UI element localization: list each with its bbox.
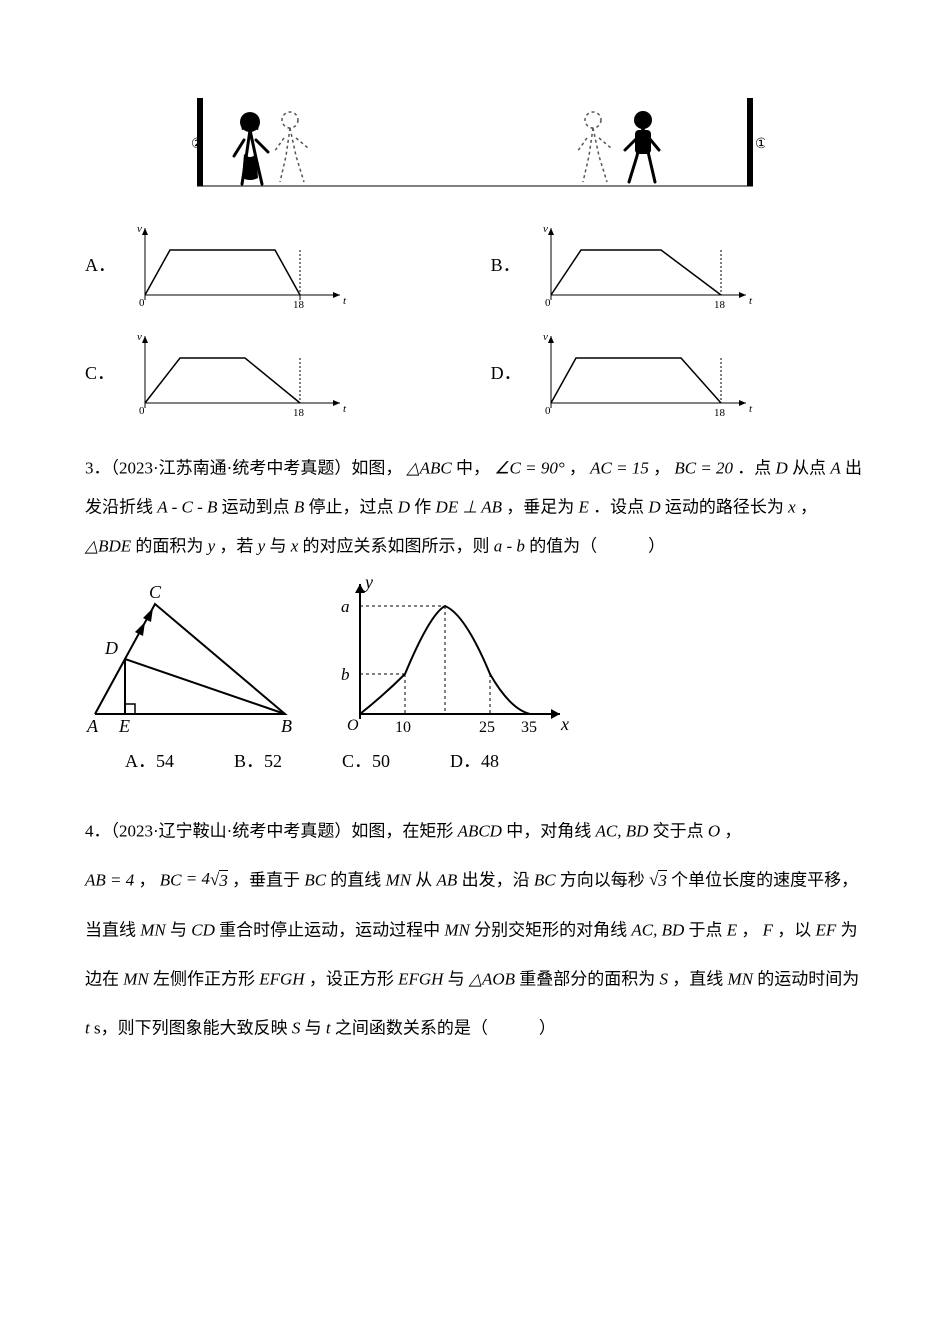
svg-text:x: x	[560, 714, 569, 734]
option-b: B． 0 v t 18	[491, 220, 865, 310]
options-row-cd: C． 0 v t 18 D． 0 v	[85, 328, 865, 418]
svg-text:25: 25	[479, 719, 495, 736]
svg-text:0: 0	[139, 297, 145, 309]
option-c: C． 0 v t 18	[85, 328, 459, 418]
svg-text:a: a	[341, 597, 350, 616]
svg-text:18: 18	[714, 299, 726, 310]
svg-text:t: t	[749, 295, 753, 307]
q4-prefix: 4．（2023·辽宁鞍山·统考中考真题）如图，在矩形	[85, 821, 453, 840]
q3-tri: △ABC	[407, 458, 452, 477]
q3-prefix: 3．（2023·江苏南通·统考中考真题）如图，	[85, 458, 402, 477]
option-a: A． 0 v t 18	[85, 220, 459, 310]
svg-text:18: 18	[714, 407, 726, 418]
option-b-label: B．	[491, 251, 523, 280]
option-a-label: A．	[85, 251, 117, 280]
q3-answer-a: A．54	[125, 747, 174, 776]
svg-text:v: v	[543, 223, 548, 235]
options-row-ab: A． 0 v t 18 B．	[85, 220, 865, 310]
svg-text:35: 35	[521, 719, 537, 736]
svg-text:B: B	[281, 716, 292, 736]
graph-d: 0 v t 18	[531, 328, 761, 418]
q4-bc: BC = 4√3	[160, 869, 228, 888]
svg-text:D: D	[104, 638, 118, 658]
svg-text:v: v	[543, 331, 548, 343]
scene-illustration: ② ①	[85, 90, 865, 200]
option-d: D． 0 v t 18	[491, 328, 865, 418]
q4-sqrt3: √3	[649, 870, 667, 889]
graph-c: 0 v t 18	[125, 328, 355, 418]
q3-triangle: A B C D E	[85, 574, 295, 739]
svg-text:C: C	[149, 582, 162, 602]
svg-text:18: 18	[293, 299, 305, 310]
svg-text:0: 0	[139, 405, 145, 417]
svg-text:t: t	[343, 295, 347, 307]
q3-graph: O y x a b 10 25 35	[325, 574, 575, 739]
svg-text:v: v	[137, 331, 142, 343]
q3-answers: A．54 B．52 C．50 D．48	[125, 747, 865, 776]
q4-text: 4．（2023·辽宁鞍山·统考中考真题）如图，在矩形 ABCD 中，对角线 AC…	[85, 806, 865, 1051]
scene-svg: ② ①	[185, 90, 765, 200]
marker-right: ①	[755, 137, 765, 152]
q3-answer-c: C．50	[342, 747, 390, 776]
svg-text:E: E	[118, 716, 130, 736]
option-d-label: D．	[491, 359, 523, 388]
svg-text:v: v	[137, 223, 142, 235]
svg-text:y: y	[363, 574, 373, 592]
svg-text:0: 0	[545, 405, 551, 417]
marker-left: ②	[191, 137, 204, 152]
svg-text:10: 10	[395, 719, 411, 736]
q3-answer-b: B．52	[234, 747, 282, 776]
graph-b: 0 v t 18	[531, 220, 761, 310]
svg-text:t: t	[343, 403, 347, 415]
svg-text:18: 18	[293, 407, 305, 418]
q3-answer-d: D．48	[450, 747, 499, 776]
svg-text:t: t	[749, 403, 753, 415]
option-c-label: C．	[85, 359, 117, 388]
q3-text: 3．（2023·江苏南通·统考中考真题）如图， △ABC 中， ∠C = 90°…	[85, 448, 865, 564]
q3-figures: A B C D E O y x a b 10 25	[85, 574, 865, 739]
svg-text:O: O	[347, 717, 359, 734]
svg-text:0: 0	[545, 297, 551, 309]
svg-text:b: b	[341, 665, 350, 684]
graph-a: 0 v t 18	[125, 220, 355, 310]
svg-text:A: A	[86, 716, 99, 736]
